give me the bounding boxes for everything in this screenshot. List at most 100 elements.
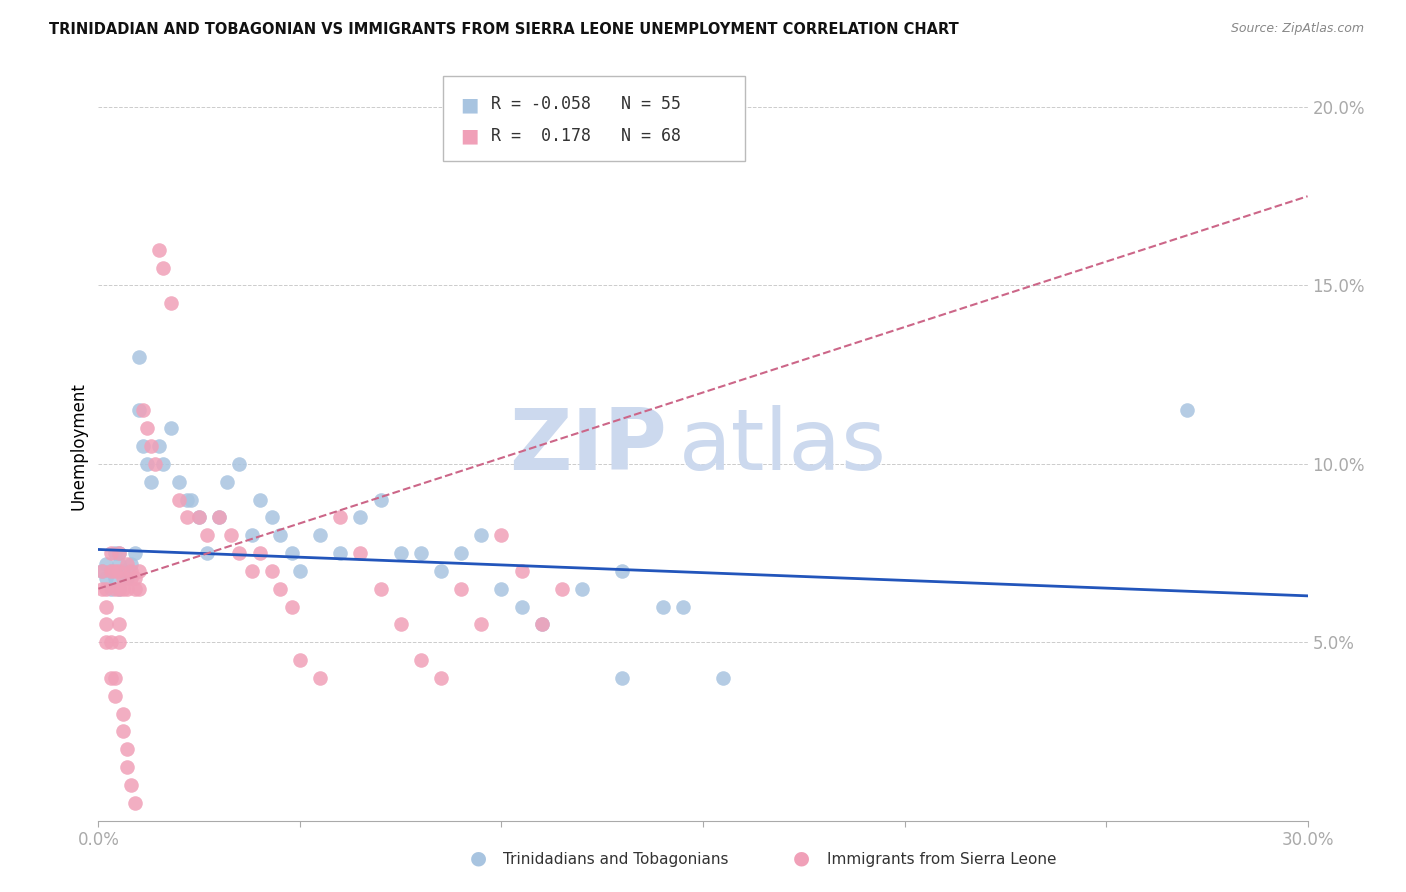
Point xyxy=(111,706,134,721)
Y-axis label: Unemployment: Unemployment xyxy=(69,382,87,510)
Point xyxy=(128,350,150,364)
Point xyxy=(711,671,734,685)
Point xyxy=(389,546,412,560)
Point xyxy=(612,671,634,685)
Point xyxy=(651,599,673,614)
Point xyxy=(107,564,129,578)
Point xyxy=(349,546,371,560)
Point xyxy=(120,557,142,571)
Point xyxy=(96,599,118,614)
Point xyxy=(128,403,150,417)
Point xyxy=(430,671,453,685)
Point xyxy=(167,475,190,489)
Point xyxy=(100,564,122,578)
Point xyxy=(349,510,371,524)
Point xyxy=(132,403,155,417)
Point xyxy=(107,546,129,560)
Point xyxy=(128,582,150,596)
Point xyxy=(120,571,142,585)
Point xyxy=(115,557,138,571)
Point xyxy=(249,546,271,560)
Point xyxy=(160,296,183,310)
Point xyxy=(107,582,129,596)
Point xyxy=(510,599,533,614)
Point xyxy=(139,475,162,489)
Text: ZIP: ZIP xyxy=(509,404,666,488)
Point xyxy=(672,599,695,614)
Point xyxy=(281,546,304,560)
Point xyxy=(124,571,146,585)
Point xyxy=(409,653,432,667)
Point xyxy=(103,582,125,596)
Point xyxy=(288,564,311,578)
Point xyxy=(612,564,634,578)
Text: Source: ZipAtlas.com: Source: ZipAtlas.com xyxy=(1230,22,1364,36)
Point xyxy=(107,617,129,632)
Point xyxy=(143,457,166,471)
Point xyxy=(91,582,114,596)
Point xyxy=(160,421,183,435)
Text: TRINIDADIAN AND TOBAGONIAN VS IMMIGRANTS FROM SIERRA LEONE UNEMPLOYMENT CORRELAT: TRINIDADIAN AND TOBAGONIAN VS IMMIGRANTS… xyxy=(49,22,959,37)
Point xyxy=(120,564,142,578)
Point xyxy=(103,546,125,560)
Point xyxy=(240,528,263,542)
Point xyxy=(269,582,291,596)
Point xyxy=(329,510,352,524)
Point xyxy=(91,564,114,578)
Point xyxy=(103,571,125,585)
Point xyxy=(389,617,412,632)
Point xyxy=(135,421,157,435)
Point xyxy=(115,760,138,774)
Point xyxy=(309,671,332,685)
Point xyxy=(132,439,155,453)
Point xyxy=(470,617,492,632)
Point xyxy=(100,564,122,578)
Point xyxy=(470,528,492,542)
Point xyxy=(188,510,211,524)
Point xyxy=(176,510,198,524)
Point xyxy=(430,564,453,578)
Point xyxy=(195,546,218,560)
Point xyxy=(309,528,332,542)
Point xyxy=(217,475,239,489)
Point xyxy=(260,510,283,524)
Point xyxy=(221,528,243,542)
Point xyxy=(111,724,134,739)
Point xyxy=(135,457,157,471)
Point xyxy=(111,564,134,578)
Point xyxy=(124,582,146,596)
Point xyxy=(1175,403,1198,417)
Text: ■: ■ xyxy=(460,127,478,145)
Point xyxy=(124,796,146,810)
Point xyxy=(100,635,122,649)
Point xyxy=(115,571,138,585)
Point xyxy=(551,582,574,596)
Point xyxy=(103,564,125,578)
Point xyxy=(329,546,352,560)
Point xyxy=(152,457,174,471)
Text: Trinidadians and Tobagonians: Trinidadians and Tobagonians xyxy=(503,852,728,867)
Point xyxy=(167,492,190,507)
Point xyxy=(115,582,138,596)
Point xyxy=(281,599,304,614)
Point xyxy=(96,635,118,649)
Point xyxy=(240,564,263,578)
Point xyxy=(100,546,122,560)
Point xyxy=(176,492,198,507)
Point xyxy=(370,492,392,507)
Point xyxy=(148,439,170,453)
Text: R =  0.178   N = 68: R = 0.178 N = 68 xyxy=(491,127,681,145)
Point xyxy=(288,653,311,667)
Point xyxy=(107,582,129,596)
Point xyxy=(180,492,202,507)
Point xyxy=(96,557,118,571)
Point xyxy=(409,546,432,560)
Point xyxy=(208,510,231,524)
Point xyxy=(96,617,118,632)
Point xyxy=(103,671,125,685)
Point xyxy=(107,546,129,560)
Point xyxy=(124,546,146,560)
Point xyxy=(107,557,129,571)
Point xyxy=(111,582,134,596)
Point xyxy=(228,546,250,560)
